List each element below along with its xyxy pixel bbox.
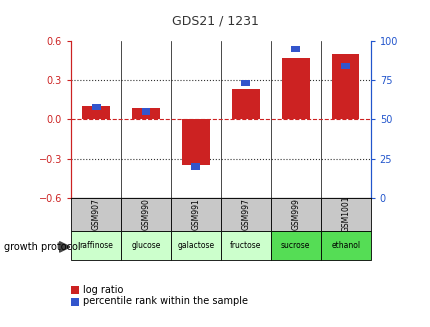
Text: glucose: glucose bbox=[131, 241, 160, 250]
Text: GSM999: GSM999 bbox=[291, 198, 300, 230]
Text: percentile rank within the sample: percentile rank within the sample bbox=[83, 297, 248, 306]
Bar bbox=[82, 106, 110, 119]
Bar bbox=[121, 198, 171, 231]
Text: GSM991: GSM991 bbox=[191, 198, 200, 230]
Bar bbox=[270, 198, 320, 231]
Bar bbox=[221, 198, 270, 231]
Bar bbox=[141, 108, 150, 115]
Bar bbox=[241, 80, 250, 86]
Bar bbox=[232, 89, 259, 119]
Bar bbox=[71, 231, 121, 260]
Bar bbox=[171, 231, 220, 260]
Bar bbox=[341, 63, 350, 69]
Bar bbox=[171, 198, 220, 231]
Text: GSM907: GSM907 bbox=[91, 198, 100, 230]
Text: fructose: fructose bbox=[230, 241, 261, 250]
Bar bbox=[270, 231, 320, 260]
Bar bbox=[320, 198, 370, 231]
Text: ethanol: ethanol bbox=[330, 241, 359, 250]
Bar bbox=[191, 163, 200, 170]
Text: sucrose: sucrose bbox=[280, 241, 310, 250]
Polygon shape bbox=[59, 242, 70, 252]
Text: GSM990: GSM990 bbox=[141, 198, 150, 230]
Text: GSM997: GSM997 bbox=[241, 198, 250, 230]
Bar bbox=[121, 231, 171, 260]
Text: GSM1001: GSM1001 bbox=[341, 196, 350, 232]
Bar bbox=[132, 108, 160, 119]
Bar bbox=[331, 54, 359, 119]
Bar bbox=[281, 58, 309, 119]
Bar bbox=[291, 45, 300, 52]
Text: GDS21 / 1231: GDS21 / 1231 bbox=[172, 15, 258, 28]
Bar bbox=[221, 231, 270, 260]
Text: raffinose: raffinose bbox=[79, 241, 113, 250]
Bar bbox=[91, 104, 100, 110]
Bar bbox=[71, 198, 121, 231]
Bar bbox=[320, 231, 370, 260]
Bar bbox=[182, 119, 209, 165]
Text: log ratio: log ratio bbox=[83, 285, 123, 295]
Text: growth protocol: growth protocol bbox=[4, 242, 81, 252]
Text: galactose: galactose bbox=[177, 241, 214, 250]
